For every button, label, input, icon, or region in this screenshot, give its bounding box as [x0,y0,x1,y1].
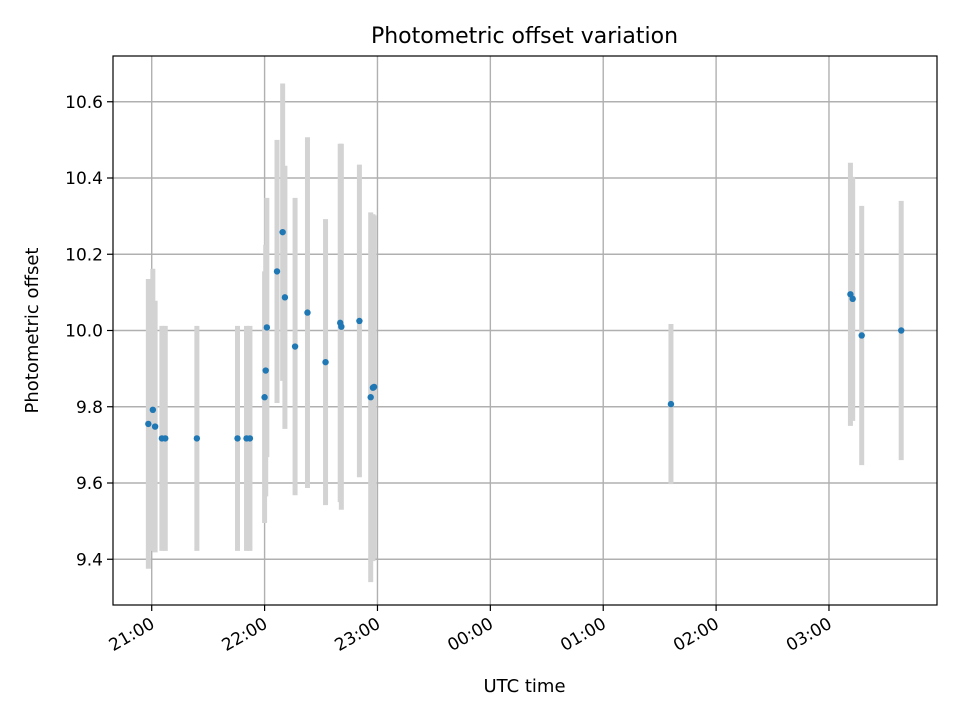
chart-title: Photometric offset variation [371,24,678,49]
data-point [291,343,299,350]
data-point [263,324,271,331]
data-point [356,317,363,325]
y-tick-label: 10.2 [65,245,103,265]
data-point [145,420,152,428]
y-tick-label: 9.8 [76,398,103,418]
data-point [338,323,345,330]
data-point [849,295,856,303]
data-point [273,268,281,275]
y-axis-ticks: 9.4 9.6 9.8 10.0 10.2 10.4 10.6 [65,93,113,570]
data-point [262,367,269,374]
data-point [234,435,241,442]
data-point [367,394,374,401]
y-tick-label: 10.6 [65,93,103,113]
data-point [667,400,675,408]
data-point [151,423,159,430]
data-point [898,327,905,334]
x-axis-label: UTC time [483,676,565,697]
y-tick-label: 10.4 [65,169,103,189]
data-point [246,435,254,442]
data-point [261,394,268,401]
y-tick-label: 9.6 [76,474,103,494]
data-point [322,358,329,366]
y-tick-label: 10.0 [65,322,103,342]
data-point [304,309,311,316]
data-point [162,435,169,442]
data-point [193,435,201,442]
data-point [858,332,865,339]
data-point [281,294,289,301]
y-tick-label: 9.4 [76,550,103,570]
y-axis-label: Photometric offset [22,248,43,414]
data-point [279,228,286,236]
data-points [145,228,905,442]
data-point [370,383,378,391]
data-point [149,406,157,413]
